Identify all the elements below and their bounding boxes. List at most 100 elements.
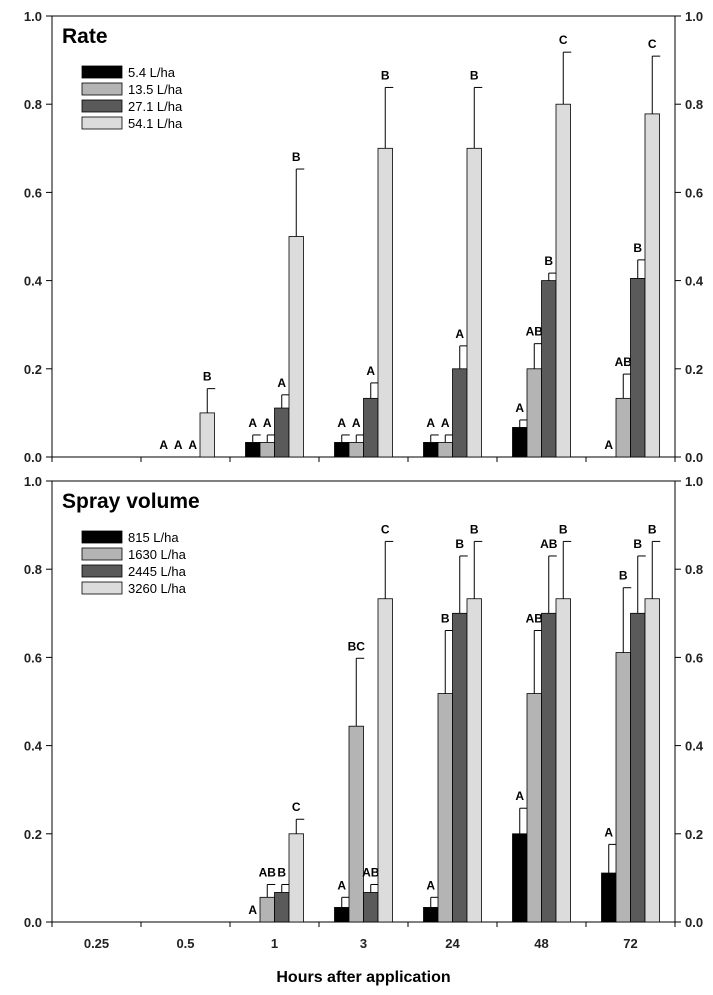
bar bbox=[437, 442, 453, 458]
bar bbox=[288, 833, 304, 923]
x-axis-label: Hours after application bbox=[276, 969, 450, 986]
x-tick-label: 72 bbox=[623, 936, 637, 951]
significance-letter: A bbox=[426, 878, 435, 892]
significance-letter: A bbox=[455, 327, 464, 341]
y-tick-label-right: 0.6 bbox=[685, 650, 703, 665]
legend-swatch bbox=[81, 581, 123, 595]
significance-letter: AB bbox=[540, 537, 558, 551]
bar bbox=[363, 397, 379, 458]
significance-letter: A bbox=[263, 416, 272, 430]
bar bbox=[199, 412, 215, 458]
legend-label: 3260 L/ha bbox=[128, 581, 187, 596]
y-tick-label-left: 0.8 bbox=[24, 97, 42, 112]
significance-letter: B bbox=[203, 370, 212, 384]
significance-letter: A bbox=[366, 364, 375, 378]
bar bbox=[377, 598, 393, 923]
legend-label: 2445 L/ha bbox=[128, 564, 187, 579]
bar bbox=[348, 442, 364, 458]
bar bbox=[555, 103, 571, 458]
bar bbox=[466, 147, 482, 458]
significance-letter: C bbox=[292, 800, 301, 814]
y-tick-label-left: 0.4 bbox=[24, 739, 43, 754]
significance-letter: A bbox=[441, 416, 450, 430]
bar bbox=[423, 907, 439, 923]
legend-swatch bbox=[81, 547, 123, 561]
bar bbox=[334, 442, 350, 458]
bar bbox=[274, 407, 290, 458]
bar bbox=[334, 907, 350, 923]
bar bbox=[245, 442, 261, 458]
bar bbox=[377, 147, 393, 458]
significance-letter: BC bbox=[348, 639, 366, 653]
y-tick-label-right: 0.8 bbox=[685, 562, 703, 577]
significance-letter: A bbox=[277, 376, 286, 390]
y-tick-label-left: 0.4 bbox=[24, 274, 43, 289]
significance-letter: B bbox=[544, 254, 553, 268]
significance-letter: A bbox=[337, 416, 346, 430]
significance-letter: B bbox=[559, 522, 568, 536]
legend-label: 815 L/ha bbox=[128, 530, 179, 545]
y-tick-label-left: 0.2 bbox=[24, 827, 42, 842]
significance-letter: AB bbox=[615, 355, 633, 369]
bar bbox=[452, 368, 468, 458]
bar bbox=[615, 652, 631, 923]
bar bbox=[348, 725, 364, 923]
x-tick-label: 0.5 bbox=[176, 936, 194, 951]
x-tick-label: 0.25 bbox=[84, 936, 109, 951]
y-tick-label-left: 0.0 bbox=[24, 915, 42, 930]
significance-letter: B bbox=[648, 522, 657, 536]
y-tick-label-right: 0.2 bbox=[685, 362, 703, 377]
legend-label: 1630 L/ha bbox=[128, 547, 187, 562]
significance-letter: B bbox=[292, 150, 301, 164]
bar bbox=[452, 612, 468, 923]
legend-label: 27.1 L/ha bbox=[128, 99, 183, 114]
y-tick-label-right: 1.0 bbox=[685, 9, 703, 24]
significance-letter: A bbox=[604, 438, 613, 452]
legend-swatch bbox=[81, 530, 123, 544]
significance-letter: A bbox=[188, 438, 197, 452]
significance-letter: A bbox=[604, 825, 613, 839]
legend-swatch bbox=[81, 116, 123, 130]
significance-letter: B bbox=[277, 866, 286, 880]
bar bbox=[259, 442, 275, 458]
significance-letter: B bbox=[470, 68, 479, 82]
panel-title: Spray volume bbox=[62, 490, 200, 513]
bar bbox=[466, 598, 482, 923]
significance-letter: A bbox=[159, 438, 168, 452]
x-tick-label: 3 bbox=[360, 936, 367, 951]
x-tick-label: 1 bbox=[271, 936, 278, 951]
legend-swatch bbox=[81, 564, 123, 578]
y-tick-label-left: 0.0 bbox=[24, 450, 42, 465]
bar bbox=[363, 892, 379, 923]
bar bbox=[615, 397, 631, 458]
significance-letter: C bbox=[559, 33, 568, 47]
bar bbox=[526, 693, 542, 923]
significance-letter: A bbox=[426, 416, 435, 430]
x-tick-label: 48 bbox=[534, 936, 548, 951]
y-tick-label-left: 0.2 bbox=[24, 362, 42, 377]
y-tick-label-left: 0.6 bbox=[24, 650, 42, 665]
significance-letter: C bbox=[648, 37, 657, 51]
legend-label: 5.4 L/ha bbox=[128, 65, 176, 80]
significance-letter: A bbox=[352, 416, 361, 430]
significance-letter: B bbox=[441, 611, 450, 625]
legend-label: 13.5 L/ha bbox=[128, 82, 183, 97]
y-tick-label-right: 0.4 bbox=[685, 739, 704, 754]
bar bbox=[526, 368, 542, 458]
bar bbox=[437, 693, 453, 923]
bar bbox=[259, 896, 275, 923]
y-tick-label-right: 0.6 bbox=[685, 185, 703, 200]
legend-swatch bbox=[81, 65, 123, 79]
bar bbox=[630, 612, 646, 923]
significance-letter: A bbox=[515, 401, 524, 415]
significance-letter: C bbox=[381, 522, 390, 536]
significance-letter: A bbox=[515, 789, 524, 803]
panel-spray-volume: 0.0 0.0 0.2 0.2 0.4 0.4 0.6 0.6 0.8 0.8 1.0 1.0 A A A A… bbox=[24, 474, 704, 986]
y-tick-label-right: 0.2 bbox=[685, 827, 703, 842]
y-tick-label-right: 0.8 bbox=[685, 97, 703, 112]
significance-letter: AB bbox=[259, 866, 277, 880]
bar bbox=[644, 598, 660, 923]
significance-letter: A bbox=[174, 438, 183, 452]
y-tick-label-right: 0.0 bbox=[685, 450, 703, 465]
